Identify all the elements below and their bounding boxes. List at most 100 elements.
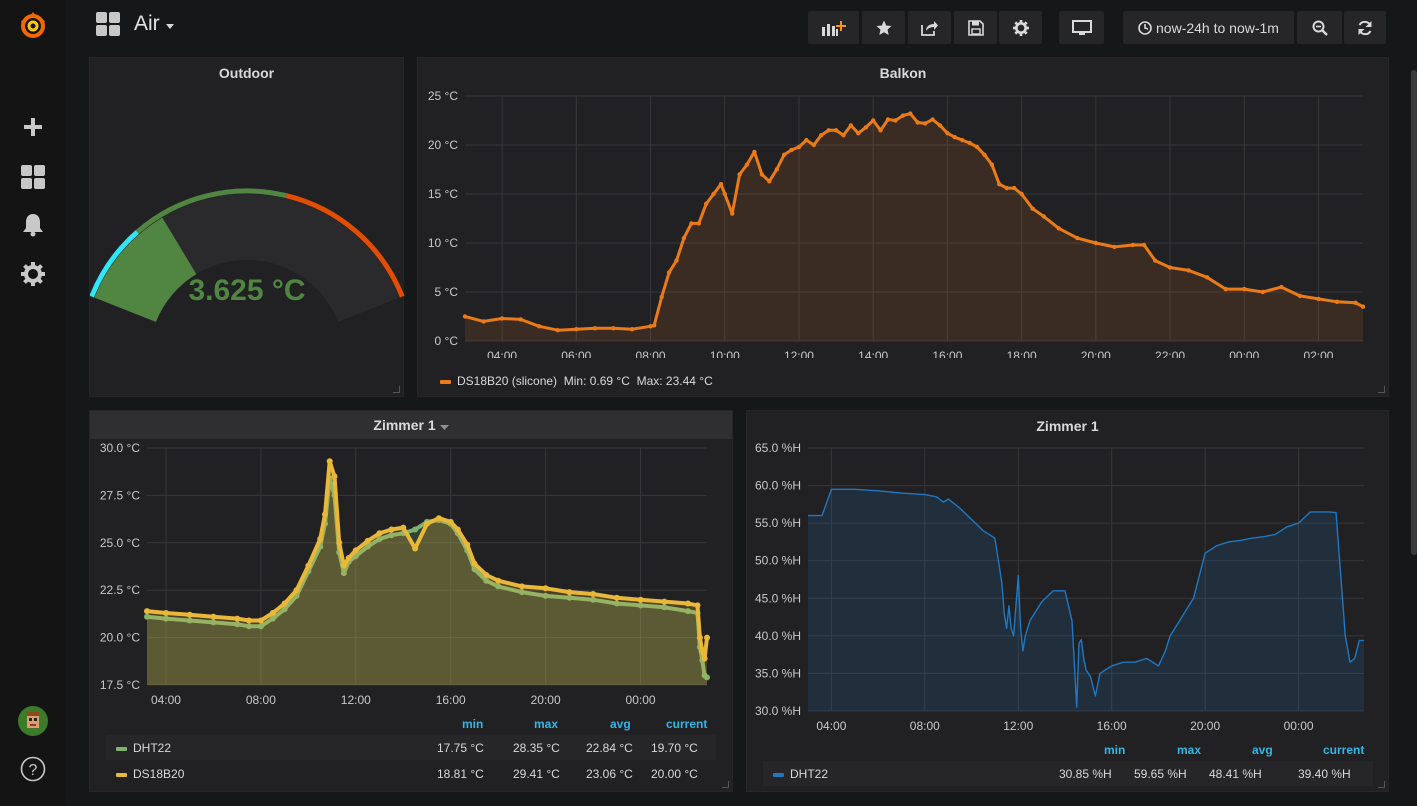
data-point xyxy=(789,147,794,153)
legend-row[interactable]: DHT22 30.85 %H 59.65 %H 48.41 %H 39.40 %… xyxy=(763,761,1373,786)
legend-header-min[interactable]: min xyxy=(462,717,484,731)
data-point xyxy=(629,327,635,332)
y-tick-label: 10 °C xyxy=(428,236,458,250)
star-icon xyxy=(876,20,891,35)
y-tick-label: 17.5 °C xyxy=(100,678,140,692)
legend-row[interactable]: DHT22 17.75 °C 28.35 °C 22.84 °C 19.70 °… xyxy=(106,735,716,760)
data-point xyxy=(1056,226,1061,231)
panel-title[interactable]: Zimmer 1 xyxy=(1036,418,1099,434)
zoom-out-icon xyxy=(1312,20,1328,36)
legend-header-avg[interactable]: avg xyxy=(1252,743,1273,757)
panel-title[interactable]: Balkon xyxy=(879,65,927,81)
y-tick-label: 45.0 %H xyxy=(755,591,801,605)
balkon-graph[interactable]: 0 °C 5 °C 10 °C 15 °C 20 °C 25 °C 04:00 06:00 08… xyxy=(418,58,1390,358)
legend-header-min[interactable]: min xyxy=(1104,743,1126,757)
panel-title[interactable]: Outdoor xyxy=(218,65,275,81)
data-point xyxy=(681,235,687,241)
data-point xyxy=(1093,240,1098,246)
legend-header-max[interactable]: max xyxy=(534,717,559,731)
data-point xyxy=(811,142,816,148)
legend-header-current[interactable]: current xyxy=(666,717,708,731)
legend-avg: 22.84 °C xyxy=(586,741,633,755)
avatar[interactable] xyxy=(17,705,49,737)
help-icon[interactable]: ? xyxy=(17,753,49,785)
zimmer-temperature-graph[interactable]: 17.5 °C 20.0 °C 22.5 °C 25.0 °C 27.5 °C 30.0 … xyxy=(90,411,734,711)
data-point xyxy=(685,608,691,615)
data-point xyxy=(611,326,616,331)
data-point xyxy=(412,526,419,533)
data-point xyxy=(144,608,150,615)
legend-swatch xyxy=(773,772,784,777)
y-tick-label: 15 °C xyxy=(428,187,458,201)
y-tick-label: 27.5 °C xyxy=(100,488,140,502)
data-point xyxy=(376,536,383,542)
gauge-threshold-mid xyxy=(135,188,288,234)
data-point xyxy=(364,537,371,544)
data-point xyxy=(1316,296,1321,302)
data-point xyxy=(1186,268,1191,273)
star-button[interactable] xyxy=(862,11,905,44)
data-point xyxy=(674,258,679,263)
time-picker-button[interactable]: now-24h to now-1m xyxy=(1123,11,1294,44)
add-panel-button[interactable] xyxy=(808,11,859,44)
data-point xyxy=(613,600,620,607)
legend-avg: 48.41 %H xyxy=(1209,767,1262,781)
data-point xyxy=(336,539,343,546)
resize-handle[interactable] xyxy=(1378,386,1385,393)
resize-handle[interactable] xyxy=(1378,781,1385,788)
refresh-button[interactable] xyxy=(1344,11,1386,44)
page-scrollbar[interactable] xyxy=(1411,70,1417,555)
data-point xyxy=(464,541,471,548)
data-point xyxy=(518,583,525,590)
zimmer-humidity-graph[interactable]: 30.0 %H 35.0 %H 40.0 %H 45.0 %H 50.0 %H 55.0 … xyxy=(747,411,1390,741)
plus-icon[interactable] xyxy=(17,111,49,143)
legend-header-current[interactable]: current xyxy=(1323,743,1365,757)
data-point xyxy=(566,589,573,596)
data-point xyxy=(637,602,644,609)
legend-series[interactable]: DS18B20 (slicone) Min: 0.69 °C Max: 23.4… xyxy=(440,374,713,388)
share-button[interactable] xyxy=(908,11,951,44)
settings-button[interactable] xyxy=(999,11,1042,44)
dashboard-title[interactable]: Air xyxy=(96,12,174,36)
data-point xyxy=(592,326,598,331)
data-point xyxy=(613,594,620,601)
x-tick-label: 04:00 xyxy=(151,693,181,707)
series-fill xyxy=(465,113,1363,341)
resize-handle[interactable] xyxy=(393,386,400,393)
panel-outdoor: Outdoor 3.625 °C xyxy=(89,57,405,397)
bell-icon[interactable] xyxy=(17,209,49,241)
data-point xyxy=(974,144,980,150)
legend-series: DS18B20 xyxy=(116,767,184,781)
save-button[interactable] xyxy=(954,11,997,44)
data-point xyxy=(661,598,668,605)
x-tick-label: 18:00 xyxy=(1007,349,1037,358)
panel-title-dropdown[interactable]: Zimmer 1 xyxy=(90,417,732,433)
legend-min: 18.81 °C xyxy=(437,767,484,781)
dashboards-icon[interactable] xyxy=(17,161,49,193)
panel-header xyxy=(90,411,732,439)
x-tick-label: 00:00 xyxy=(1284,719,1314,733)
data-point xyxy=(388,532,395,539)
data-point xyxy=(518,317,523,322)
data-point xyxy=(908,111,913,116)
data-point xyxy=(163,610,169,616)
data-point xyxy=(960,137,965,143)
legend-header-max[interactable]: max xyxy=(1177,743,1202,757)
data-point xyxy=(210,619,217,626)
legend-row[interactable]: DS18B20 18.81 °C 29.41 °C 23.06 °C 20.00… xyxy=(106,761,716,786)
gear-icon[interactable] xyxy=(17,258,49,290)
resize-handle[interactable] xyxy=(722,781,729,788)
y-tick-label: 22.5 °C xyxy=(100,583,140,597)
y-tick-label: 25 °C xyxy=(428,89,458,103)
legend-header-avg[interactable]: avg xyxy=(610,717,631,731)
add-panel-icon xyxy=(821,20,846,36)
zoom-out-button[interactable] xyxy=(1297,11,1342,44)
time-range-label: now-24h to now-1m xyxy=(1156,19,1279,36)
grafana-logo-icon[interactable] xyxy=(17,10,49,42)
series-fill xyxy=(808,489,1364,711)
y-tick-label: 30.0 °C xyxy=(100,441,140,455)
x-tick-label: 16:00 xyxy=(932,349,962,358)
x-tick-label: 08:00 xyxy=(910,719,940,733)
gauge-value-text: 3.625 °C xyxy=(188,274,305,307)
tv-mode-button[interactable] xyxy=(1059,11,1104,44)
